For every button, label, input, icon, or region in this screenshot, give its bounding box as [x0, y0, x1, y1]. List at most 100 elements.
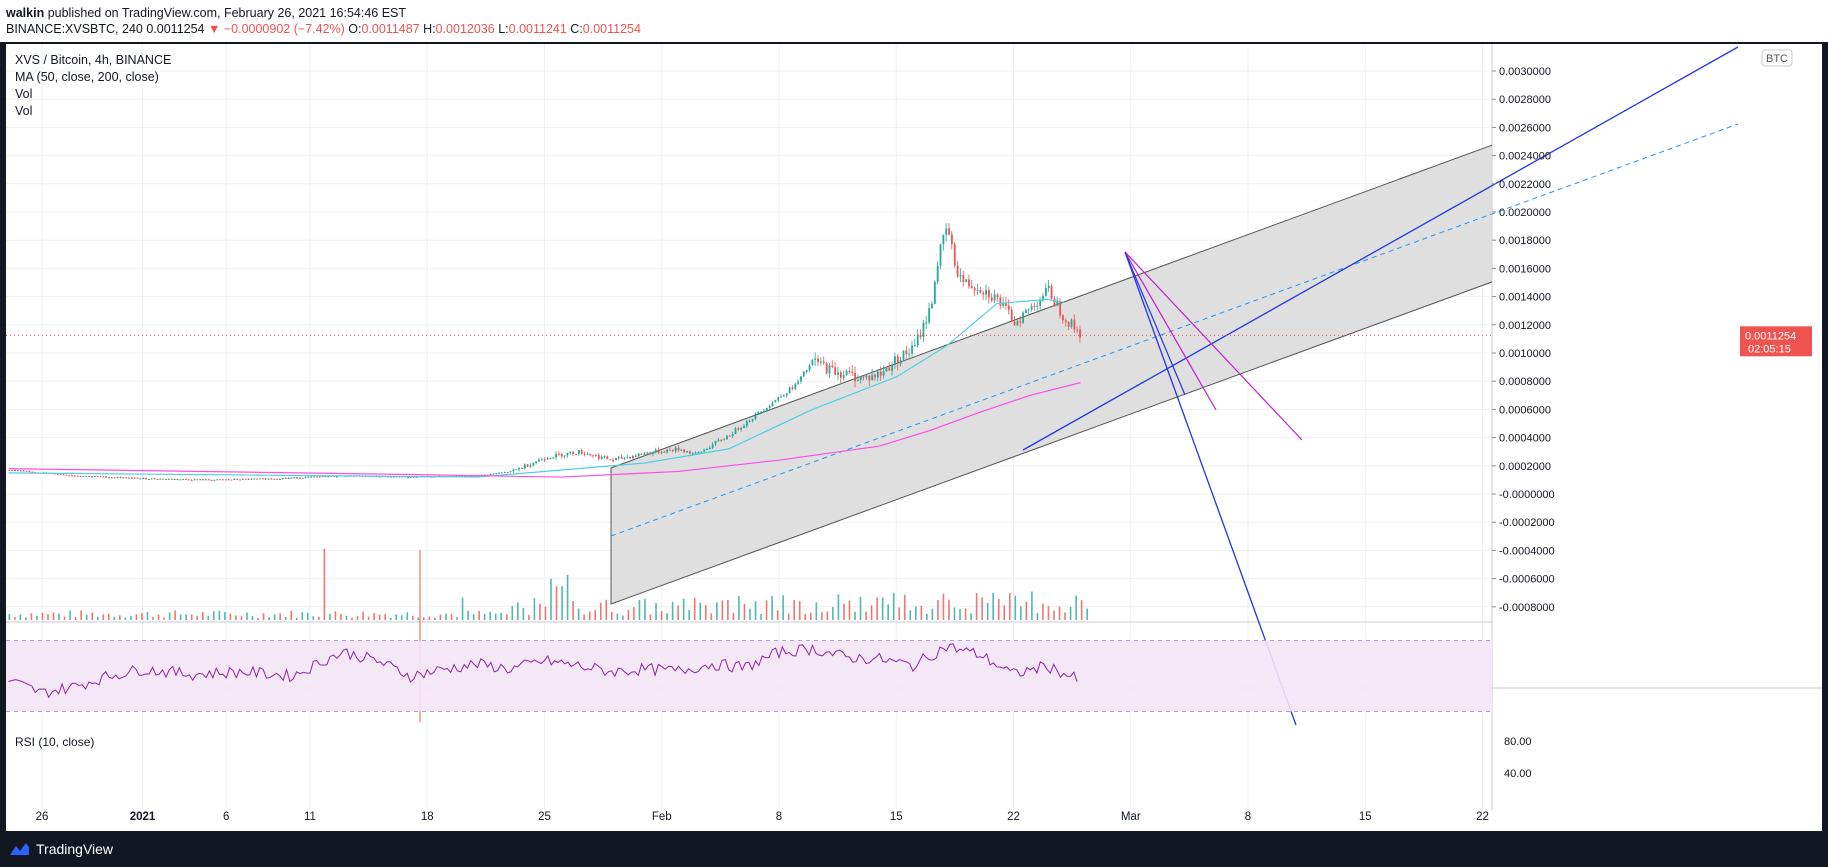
candle-body: [415, 476, 418, 478]
last-price-tag-value: 0.0011254: [1745, 330, 1796, 342]
candle-body: [566, 452, 569, 456]
x-tick-label: 2021: [130, 811, 156, 823]
candle-body: [817, 358, 819, 363]
candle-body: [1005, 302, 1007, 306]
candle-body: [606, 456, 609, 460]
candle-body: [31, 471, 34, 473]
candle-body: [304, 477, 307, 479]
candle-body: [501, 472, 503, 474]
x-tick-label: 25: [538, 811, 551, 823]
regression-channel: [610, 144, 1492, 605]
candle-body: [518, 468, 521, 470]
volume-bar: [898, 607, 901, 620]
candle-body: [1044, 288, 1047, 296]
candle-body: [142, 477, 145, 479]
candle-body: [1016, 321, 1019, 326]
candle-body: [615, 458, 617, 461]
rsi-legend[interactable]: RSI (10, close): [15, 735, 95, 749]
volume-bar: [1075, 595, 1077, 620]
legend-ma[interactable]: MA (50, close, 200, close): [15, 70, 159, 84]
volume-bar: [517, 602, 519, 620]
candle-body: [797, 381, 800, 384]
candle-body: [697, 451, 700, 453]
volume-bar: [36, 615, 38, 620]
volume-bar: [804, 613, 807, 620]
volume-bar: [876, 597, 878, 620]
candle-body: [113, 477, 116, 479]
candle-body: [484, 474, 486, 476]
legend-title[interactable]: XVS / Bitcoin, 4h, BINANCE: [15, 53, 172, 67]
candle-body: [185, 479, 187, 481]
candle-body: [617, 456, 620, 459]
candle-body: [62, 474, 65, 476]
candle-body: [931, 303, 933, 309]
volume-bar: [450, 613, 453, 620]
volume-bar: [671, 601, 674, 620]
volume-bar: [937, 600, 939, 620]
candle-body: [794, 383, 797, 390]
volume-bar: [284, 616, 287, 620]
candle-body: [720, 440, 723, 442]
volume-bar: [588, 611, 591, 620]
candle-body: [506, 472, 509, 474]
candle-body: [526, 464, 529, 467]
candle-body: [489, 473, 492, 475]
candle-body: [224, 479, 227, 481]
candle-body: [748, 420, 751, 422]
y-tick-label: 0.0018000: [1499, 235, 1551, 247]
volume-bar: [1047, 606, 1050, 620]
candle-body: [643, 453, 646, 455]
volume-bar: [456, 617, 458, 620]
candle-body: [686, 451, 689, 453]
volume-bar: [434, 617, 436, 620]
volume-bar: [710, 613, 713, 620]
candle-body: [244, 478, 247, 480]
volume-bar: [102, 614, 105, 620]
candle-body: [988, 290, 990, 298]
candle-body: [116, 477, 119, 479]
volume-bar: [30, 613, 33, 620]
volume-bar: [340, 614, 342, 620]
candle-body: [76, 475, 79, 477]
legend-vol-1[interactable]: Vol: [15, 87, 33, 101]
rsi-tick-label: 40.00: [1504, 768, 1532, 780]
candle-body: [982, 292, 985, 295]
volume-bar: [522, 608, 525, 620]
candle-body: [649, 452, 651, 455]
candle-body: [162, 478, 165, 480]
candle-body: [88, 475, 91, 477]
tradingview-logo[interactable]: TradingView: [8, 841, 113, 857]
candle-body: [486, 474, 489, 476]
candle-body: [176, 479, 179, 481]
candle-body: [973, 287, 976, 291]
legend-vol-2[interactable]: Vol: [15, 104, 33, 118]
author-name[interactable]: walkin: [6, 6, 45, 20]
volume-bar: [544, 606, 547, 620]
candle-body: [535, 461, 538, 463]
candle-body: [763, 410, 765, 412]
candle-body: [461, 475, 464, 477]
candle-body: [723, 439, 726, 441]
candle-body: [270, 478, 273, 480]
candle-body: [876, 371, 879, 378]
volume-bar: [329, 613, 331, 620]
volume-bar: [412, 615, 414, 620]
candle-body: [859, 376, 862, 380]
candle-body: [970, 286, 973, 288]
candle-body: [256, 478, 259, 480]
candle-body: [549, 458, 552, 460]
rsi-line: [8, 643, 1078, 699]
candle-body: [993, 294, 996, 301]
volume-bar: [854, 611, 856, 620]
volume-bar: [837, 594, 840, 620]
candle-body: [165, 478, 167, 480]
candle-body: [264, 478, 267, 480]
candle-body: [680, 449, 683, 451]
volume-bar: [970, 613, 972, 620]
volume-bar: [870, 605, 873, 620]
candle-body: [25, 470, 28, 472]
x-tick-label: 6: [223, 811, 229, 823]
candle-body: [777, 397, 780, 401]
candle-body: [133, 477, 136, 479]
